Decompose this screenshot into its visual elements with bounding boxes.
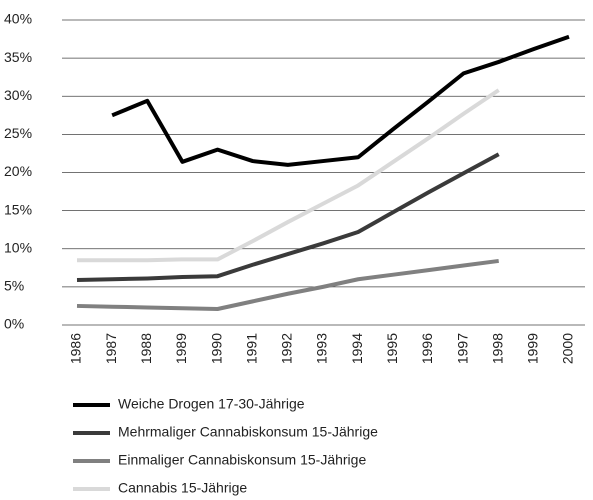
y-tick-label: 25%	[4, 125, 32, 141]
x-tick-label: 1990	[208, 333, 224, 364]
y-tick-label: 40%	[4, 11, 32, 27]
x-tick-label: 1993	[314, 333, 330, 364]
x-tick-label: 1992	[279, 333, 295, 364]
series-line	[77, 88, 500, 263]
x-tick-label: 1986	[68, 333, 84, 364]
y-tick-label: 5%	[4, 278, 24, 294]
x-tick-label: 1997	[454, 333, 470, 364]
x-tick-label: 1996	[419, 333, 435, 364]
legend-label: Einmaliger Cannabiskonsum 15-Jährige	[118, 452, 366, 468]
series-line	[76, 152, 500, 283]
series-line	[76, 258, 499, 311]
y-tick-label: 0%	[4, 316, 24, 332]
x-tick-label: 1995	[384, 333, 400, 364]
x-tick-label: 1988	[138, 333, 154, 364]
x-tick-label: 1999	[525, 333, 541, 364]
x-tick-label: 1987	[103, 333, 119, 364]
legend-label: Weiche Drogen 17-30-Jährige	[118, 396, 305, 412]
x-tick-label: 1991	[243, 333, 259, 364]
x-tick-label: 1998	[489, 333, 505, 364]
x-tick-label: 1989	[173, 333, 189, 364]
series-line	[111, 34, 570, 167]
y-tick-label: 35%	[4, 49, 32, 65]
y-tick-label: 10%	[4, 239, 32, 255]
y-tick-label: 30%	[4, 87, 32, 103]
legend-label: Mehrmaliger Cannabiskonsum 15-Jährige	[118, 424, 378, 440]
y-tick-label: 20%	[4, 163, 32, 179]
legend-label: Cannabis 15-Jährige	[118, 480, 247, 496]
x-tick-label: 2000	[560, 333, 576, 364]
x-tick-label: 1994	[349, 333, 365, 364]
y-tick-label: 15%	[4, 201, 32, 217]
